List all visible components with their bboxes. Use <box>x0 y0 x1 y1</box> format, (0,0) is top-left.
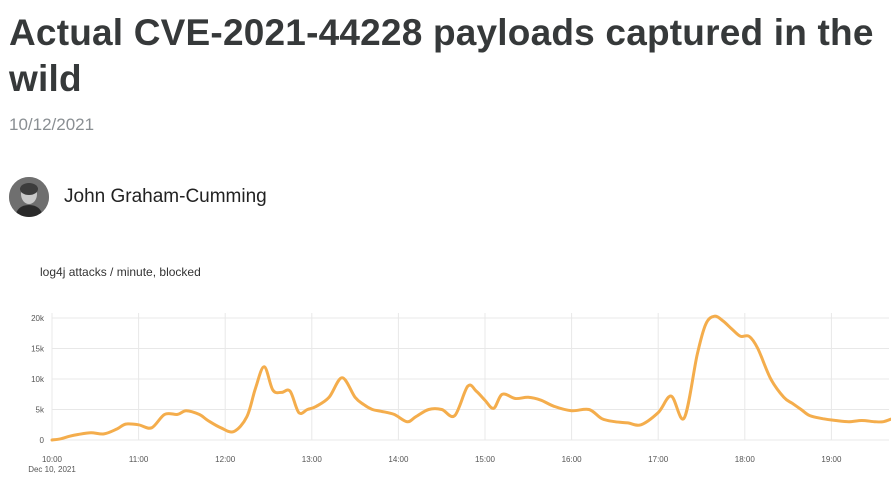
chart-canvas: 0 5k 10k 15k 20k 10:00 11:00 12:00 13:00 14:00 15:… <box>28 313 891 474</box>
x-tick-label: 16:00 <box>562 455 583 464</box>
y-tick-label: 15k <box>31 345 45 354</box>
y-tick-label: 20k <box>31 314 45 323</box>
author-avatar-icon[interactable] <box>9 177 49 217</box>
author-byline[interactable]: John Graham-Cumming <box>9 177 267 217</box>
x-tick-label: 13:00 <box>302 455 323 464</box>
x-tick-label: 12:00 <box>215 455 236 464</box>
series-line <box>50 314 891 442</box>
author-name[interactable]: John Graham-Cumming <box>64 186 267 207</box>
y-tick-label: 10k <box>31 375 45 384</box>
x-tick-label: 19:00 <box>821 455 842 464</box>
x-tick-label: 11:00 <box>129 455 149 464</box>
y-tick-label: 0 <box>40 436 45 445</box>
x-tick-label: 17:00 <box>648 455 669 464</box>
x-tick-label: 18:00 <box>735 455 756 464</box>
y-tick-label: 5k <box>36 406 45 415</box>
x-tick-label: 15:00 <box>475 455 496 464</box>
x-date-label: Dec 10, 2021 <box>28 465 76 474</box>
article-title: Actual CVE-2021-44228 payloads captured … <box>9 12 874 99</box>
x-tick-label: 10:00 <box>42 455 63 464</box>
attacks-chart: log4j attacks / minute, blocked 0 5k 10k 15… <box>0 255 891 501</box>
chart-title: log4j attacks / minute, blocked <box>40 265 201 279</box>
x-tick-label: 14:00 <box>388 455 409 464</box>
article-date: 10/12/2021 <box>9 115 95 134</box>
